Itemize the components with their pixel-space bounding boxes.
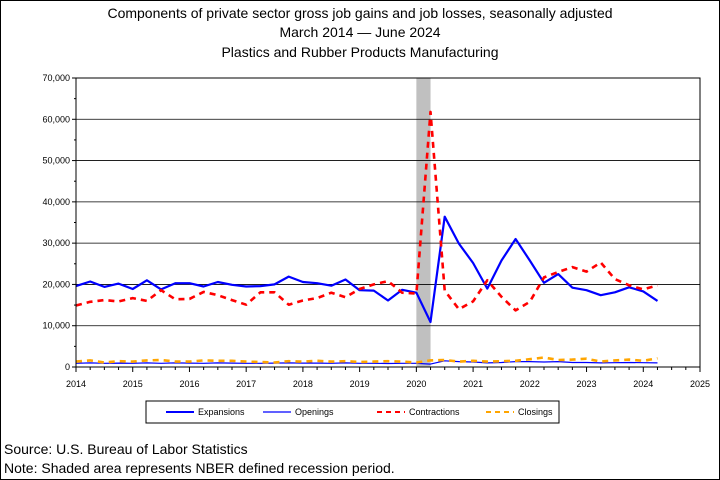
x-tick-label: 2023 bbox=[577, 379, 597, 389]
series-line-expansions bbox=[75, 215, 659, 324]
legend-box bbox=[145, 400, 560, 424]
legend-label-expansions: Expansions bbox=[198, 407, 245, 417]
recession-band bbox=[416, 78, 431, 367]
x-tick-label: 2022 bbox=[520, 379, 540, 389]
y-tick-label: 40,000 bbox=[42, 197, 70, 207]
gridlines-group bbox=[76, 77, 700, 327]
y-tick-label: 60,000 bbox=[42, 114, 70, 124]
x-tick-label: 2021 bbox=[463, 379, 483, 389]
y-tick-label: 70,000 bbox=[42, 73, 70, 83]
line-chart: 2014 2015 2016 2017 2018 2019 2020 2021 2022 2023… bbox=[42, 73, 710, 424]
y-tick-label: 20,000 bbox=[42, 279, 70, 289]
x-tick-label: 2015 bbox=[123, 379, 143, 389]
series-line-contractions bbox=[75, 110, 658, 312]
series-line-openings bbox=[75, 360, 658, 365]
x-tick-label: 2019 bbox=[350, 379, 370, 389]
chart-title: Components of private sector gross job g… bbox=[107, 5, 613, 21]
plot-frame bbox=[75, 77, 701, 368]
x-tick-label: 2018 bbox=[293, 379, 313, 389]
legend-label-contractions: Contractions bbox=[409, 407, 460, 417]
chart-subtitle-industry: Plastics and Rubber Products Manufacturi… bbox=[221, 44, 499, 60]
y-tick-labels-group: 0 10,000 20,000 30,000 40,000 50,000 60,000 70,… bbox=[42, 73, 70, 372]
y-tick-label: 50,000 bbox=[42, 156, 70, 166]
recession-shading-group bbox=[416, 78, 431, 367]
x-tick-label: 2016 bbox=[179, 379, 199, 389]
legend-label-closings: Closings bbox=[518, 407, 553, 417]
axes-group bbox=[72, 77, 701, 372]
y-tick-label: 30,000 bbox=[42, 238, 70, 248]
x-tick-labels-group: 2014 2015 2016 2017 2018 2019 2020 2021 2022 2023… bbox=[66, 379, 710, 389]
y-tick-label: 10,000 bbox=[42, 321, 70, 331]
series-group bbox=[75, 110, 659, 365]
source-note: Source: U.S. Bureau of Labor Statistics bbox=[4, 441, 248, 457]
x-tick-label: 2025 bbox=[690, 379, 710, 389]
recession-note: Note: Shaded area represents NBER define… bbox=[4, 460, 395, 476]
x-tick-label: 2020 bbox=[406, 379, 426, 389]
legend: Expansions Openings Contractions Closings bbox=[145, 400, 560, 424]
chart-subtitle-date-range: March 2014 — June 2024 bbox=[279, 24, 441, 40]
x-tick-label: 2024 bbox=[633, 379, 653, 389]
series-line-closings bbox=[75, 356, 658, 364]
x-tick-label: 2014 bbox=[66, 379, 86, 389]
x-tick-label: 2017 bbox=[236, 379, 256, 389]
y-tick-label: 0 bbox=[65, 362, 70, 372]
legend-label-openings: Openings bbox=[295, 407, 334, 417]
